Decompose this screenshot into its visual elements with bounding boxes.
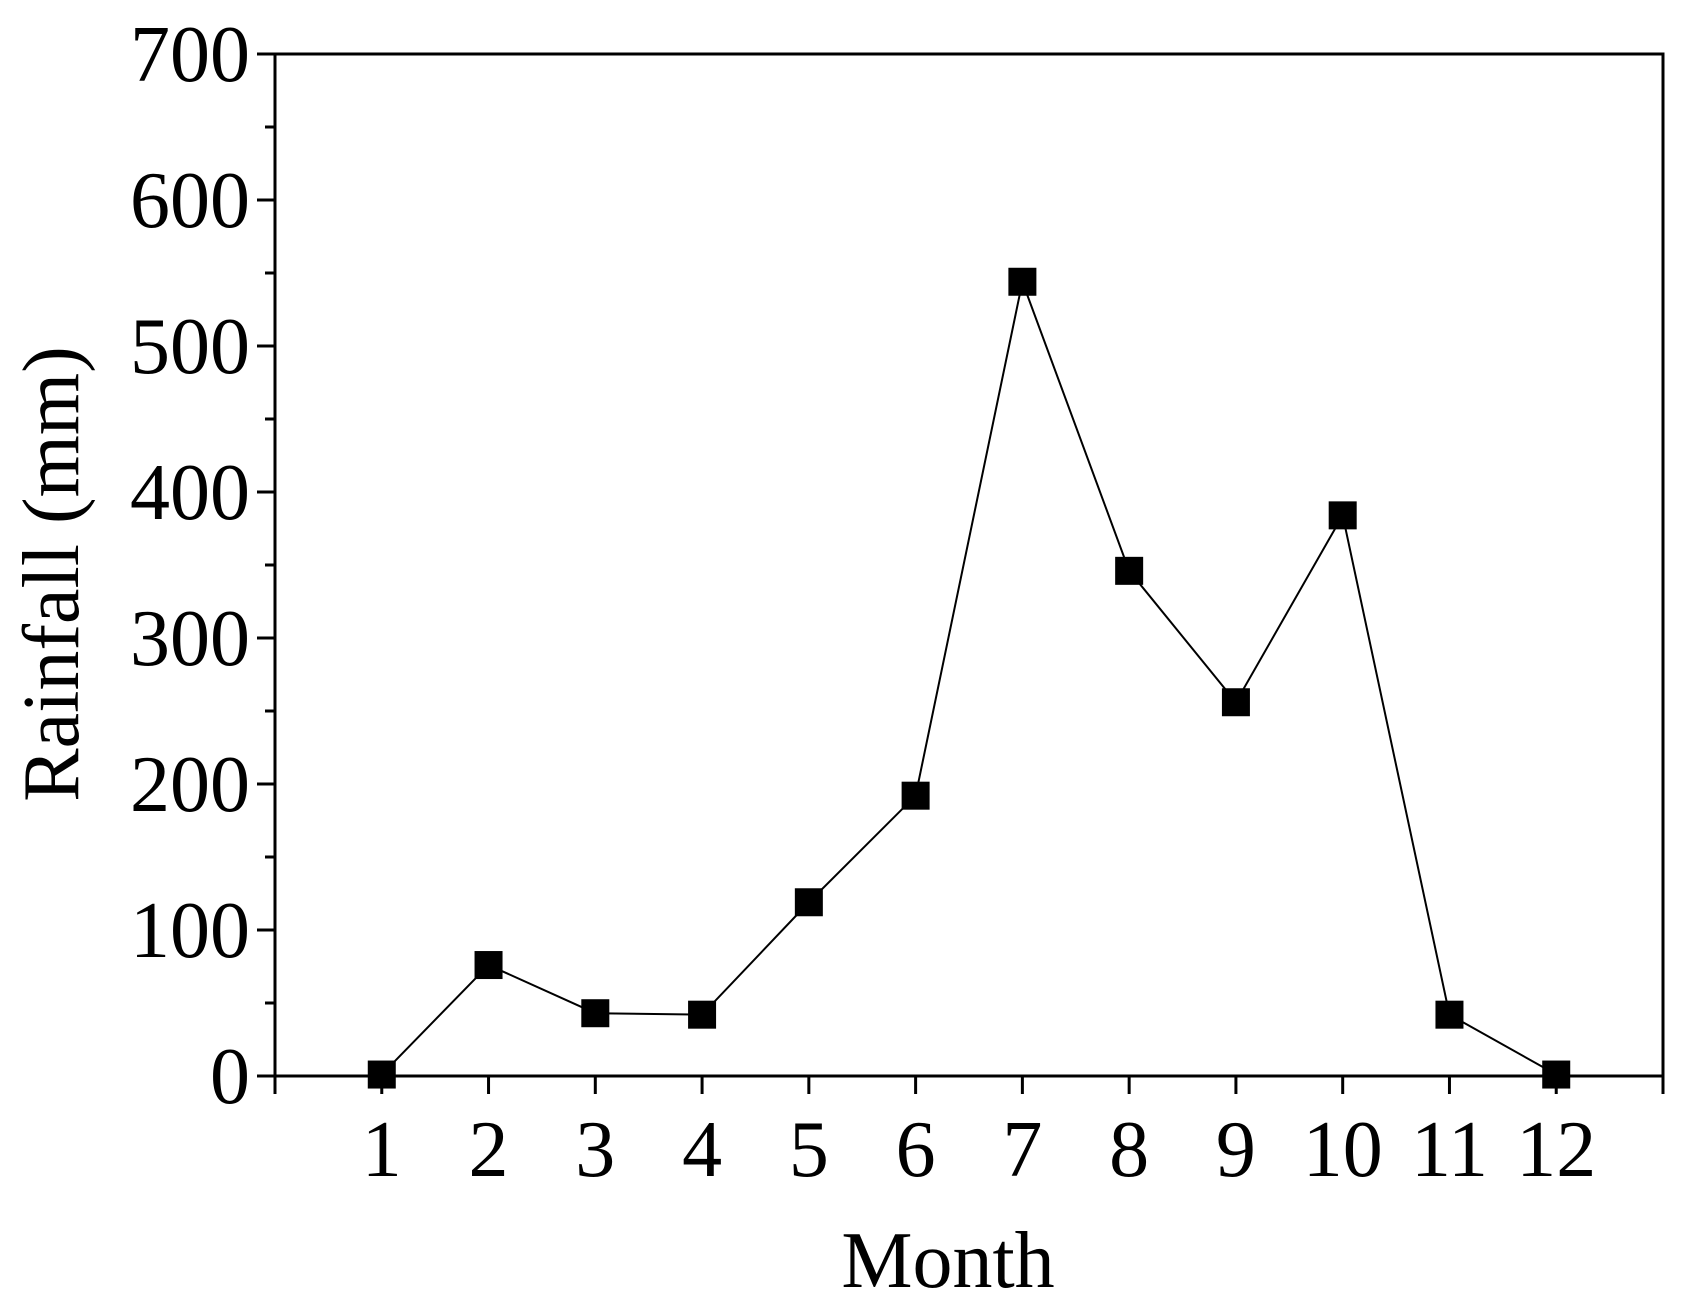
x-tick-label: 9 [1216, 1106, 1256, 1194]
x-tick-label: 7 [1002, 1106, 1042, 1194]
y-tick-label: 200 [130, 741, 250, 829]
x-tick-label: 11 [1411, 1106, 1488, 1194]
y-tick-label: 0 [210, 1033, 250, 1121]
plot-frame [273, 52, 1665, 1078]
x-tick-label: 5 [789, 1106, 829, 1194]
x-tick-label: 10 [1303, 1106, 1383, 1194]
series-line [381, 278, 1557, 1076]
x-tick-label: 1 [362, 1106, 402, 1194]
y-tick-label: 100 [130, 887, 250, 975]
data-point-marker [794, 888, 823, 917]
x-axis-title: Month [841, 1217, 1054, 1305]
x-tick-label: 3 [575, 1106, 615, 1194]
data-point-marker [1008, 267, 1037, 296]
data-point-marker [901, 781, 930, 810]
data-point-marker [1221, 688, 1250, 717]
y-axis-title: Rainfall (mm) [8, 346, 96, 801]
y-tick-label: 400 [130, 449, 250, 537]
data-point-marker [1542, 1060, 1571, 1089]
data-point-marker [688, 1000, 717, 1029]
y-tick-label: 700 [130, 11, 250, 99]
data-point-marker [581, 999, 610, 1028]
data-point-marker [1328, 501, 1357, 530]
x-tick-label: 12 [1516, 1106, 1596, 1194]
y-tick-label: 500 [130, 303, 250, 391]
x-tick-label: 2 [469, 1106, 509, 1194]
data-point-marker [1435, 1000, 1464, 1029]
y-tick-label: 300 [130, 595, 250, 683]
data-point-marker [1115, 556, 1144, 585]
data-point-marker [367, 1060, 396, 1089]
y-tick-label: 600 [130, 157, 250, 245]
data-point-marker [474, 951, 503, 980]
x-tick-label: 6 [896, 1106, 936, 1194]
x-tick-label: 8 [1109, 1106, 1149, 1194]
x-tick-label: 4 [682, 1106, 722, 1194]
